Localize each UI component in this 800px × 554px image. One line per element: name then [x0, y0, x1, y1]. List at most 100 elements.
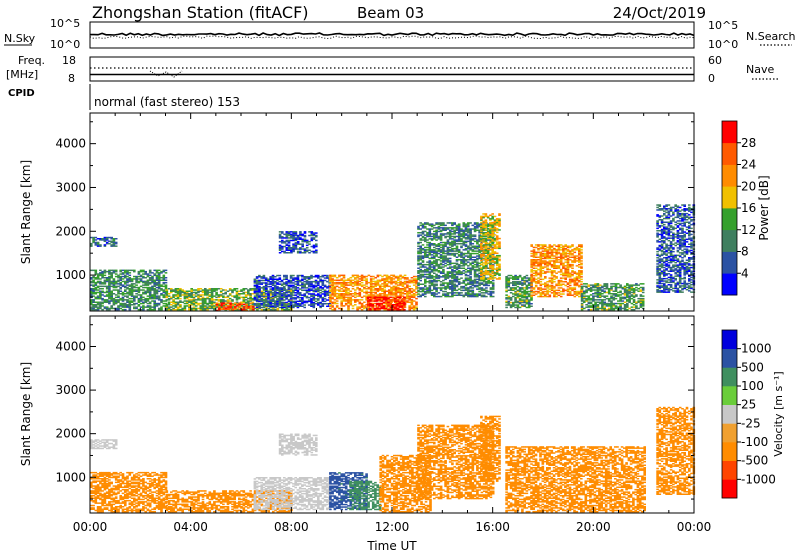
power-cell [260, 306, 263, 309]
power-cell [94, 281, 98, 284]
power-cell [469, 230, 472, 233]
power-cell [264, 284, 268, 287]
power-cell [218, 308, 221, 310]
power-cell [292, 237, 295, 239]
power-cell [421, 283, 425, 285]
power-cell [403, 290, 407, 292]
power-cell [319, 289, 322, 291]
power-cell [331, 278, 334, 280]
power-cell [378, 295, 382, 297]
power-cell [394, 285, 398, 288]
power-cell [439, 239, 443, 241]
power-cell [482, 234, 485, 236]
power-cell [381, 295, 384, 297]
power-cell [331, 308, 334, 311]
power-cell [188, 306, 191, 308]
power-cell [210, 295, 214, 297]
power-cell [201, 302, 205, 305]
power-cell [442, 227, 445, 229]
power-cell [206, 291, 209, 294]
power-cell [153, 296, 156, 299]
power-cell [495, 246, 499, 248]
power-cell [498, 220, 501, 223]
power-cell [262, 295, 266, 298]
power-cell [162, 290, 166, 292]
power-cell [233, 295, 236, 297]
power-cell [267, 295, 270, 298]
power-cell [133, 306, 136, 308]
power-cell [439, 241, 443, 244]
power-cell [387, 297, 390, 300]
power-cell [375, 307, 379, 310]
power-cell [534, 265, 538, 267]
power-cell [380, 306, 383, 308]
power-cell [381, 289, 384, 291]
power-cell [253, 296, 257, 299]
power-cell [126, 295, 129, 297]
power-cell [114, 289, 118, 291]
power-cell [264, 279, 268, 282]
power-cell [480, 253, 483, 256]
power-cell [444, 274, 447, 277]
power-cell [258, 274, 261, 277]
power-cell [451, 227, 454, 229]
power-cell [92, 241, 95, 244]
power-cell [366, 305, 370, 307]
power-cell [421, 256, 425, 258]
power-cell [358, 293, 362, 295]
power-cell [428, 251, 432, 254]
power-cell [148, 297, 152, 300]
power-cell [278, 240, 282, 243]
power-cell [137, 304, 141, 306]
power-cell [283, 308, 286, 311]
power-cell [539, 295, 543, 298]
power-cell [394, 290, 398, 292]
power-cell [292, 245, 295, 248]
power-cell [294, 245, 298, 248]
power-cell [172, 290, 175, 292]
power-cell [255, 284, 259, 287]
power-cell [387, 304, 390, 306]
power-cell [457, 294, 461, 296]
power-cell [271, 278, 275, 280]
power-cell [99, 283, 102, 285]
power-cell [258, 280, 261, 283]
power-cell [110, 285, 113, 288]
power-cell [512, 288, 515, 290]
power-cell [509, 296, 513, 299]
power-cell [290, 236, 293, 238]
power-cell [382, 305, 386, 307]
power-cell [383, 289, 386, 291]
power-cell [105, 300, 109, 302]
power-cell [283, 292, 286, 294]
power-cell [96, 296, 100, 299]
power-cell [392, 293, 396, 295]
power-cell [360, 275, 364, 278]
power-cell [363, 284, 366, 286]
power-cell [183, 291, 187, 294]
power-cell [392, 278, 396, 280]
power-cell [365, 306, 368, 308]
power-cell [344, 291, 348, 294]
power-cell [509, 301, 513, 304]
power-cell [303, 250, 307, 253]
power-cell [410, 294, 414, 296]
power-cell [170, 290, 173, 292]
power-cell [90, 288, 93, 290]
power-cell [446, 232, 450, 234]
power-cell [442, 282, 445, 284]
power-cell [329, 294, 332, 296]
power-cell [491, 226, 494, 229]
power-cell [165, 307, 169, 310]
power-cell [267, 279, 270, 282]
power-cell [505, 304, 508, 306]
power-cell [397, 284, 400, 286]
power-cell [462, 256, 466, 258]
power-cell [378, 300, 382, 302]
power-cell [289, 300, 293, 303]
power-cell [247, 290, 250, 292]
power-cell [103, 244, 107, 246]
power-cell [507, 283, 511, 285]
power-cell [419, 234, 422, 236]
power-cell [410, 300, 414, 302]
